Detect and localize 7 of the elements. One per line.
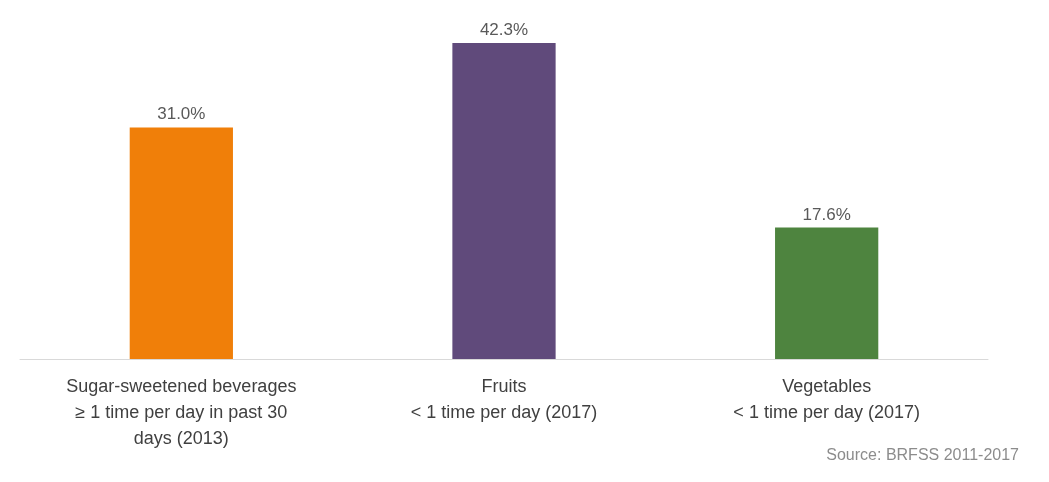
data-label: 42.3% — [479, 20, 529, 39]
x-tick-label: Sugar-sweetened beverages ≥ 1 time per day in past 30 days (2013) — [66, 376, 297, 448]
source-note: Source: BRFSS 2011-2017 — [826, 445, 1020, 463]
data-label: 31.0% — [157, 104, 206, 124]
x-tick-label: Vegetables < 1 time per day (2017) — [733, 376, 920, 422]
x-tick-label: Fruits < 1 time per day (2017) — [410, 376, 598, 422]
data-label: 17.6% — [802, 204, 851, 224]
